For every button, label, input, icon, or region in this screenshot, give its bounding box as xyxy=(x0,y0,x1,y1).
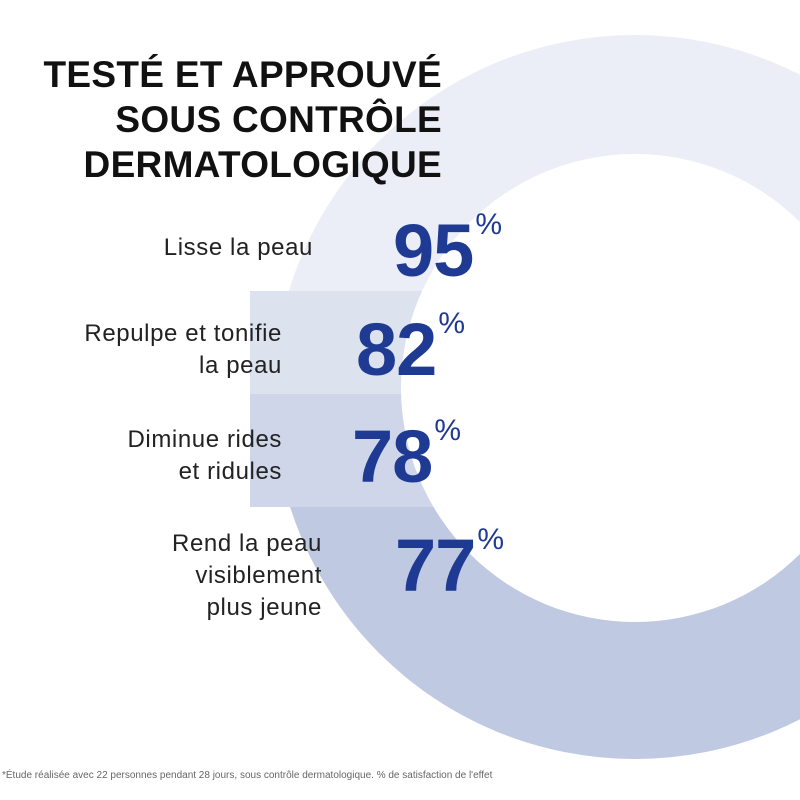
percent-sign: % xyxy=(434,414,461,447)
claim-label-wrinkles: Diminue rides et ridules xyxy=(127,424,282,488)
claim-label-line: Repulpe et tonifie xyxy=(84,320,282,347)
claim-label-plump: Repulpe et tonifie la peau xyxy=(84,318,282,382)
claim-value-smooth: 95 % xyxy=(393,209,502,292)
band-4 xyxy=(273,507,800,759)
percent-sign: % xyxy=(438,307,465,340)
claim-percentage: 78 xyxy=(352,415,433,498)
band-3 xyxy=(250,394,800,507)
claim-percentage: 82 xyxy=(356,308,437,391)
claim-label-line: et ridules xyxy=(178,458,282,485)
claim-label-line: Lisse la peau xyxy=(163,234,313,261)
claim-value-plump: 82 % xyxy=(356,308,465,391)
title-line-3: DERMATOLOGIQUE xyxy=(83,144,442,185)
claim-label-smooth: Lisse la peau xyxy=(164,232,313,264)
claim-label-line: Diminue rides xyxy=(127,426,282,453)
title-line-2: SOUS CONTRÔLE xyxy=(115,99,442,140)
study-footnote: *Étude réalisée avec 22 personnes pendan… xyxy=(2,770,493,781)
claim-value-younger: 77 % xyxy=(395,524,504,607)
page-title: TESTÉ ET APPROUVÉ SOUS CONTRÔLE DERMATOL… xyxy=(44,52,442,187)
claim-label-line: visiblement xyxy=(195,562,322,589)
percent-sign: % xyxy=(475,208,502,241)
band-2 xyxy=(250,291,800,394)
percent-sign: % xyxy=(477,523,504,556)
claim-label-line: Rend la peau xyxy=(172,530,322,557)
claim-percentage: 95 xyxy=(393,209,474,292)
claim-label-line: la peau xyxy=(199,352,282,379)
claim-percentage: 77 xyxy=(395,524,476,607)
title-line-1: TESTÉ ET APPROUVÉ xyxy=(43,54,442,95)
claim-label-line: plus jeune xyxy=(206,594,322,621)
claim-value-wrinkles: 78 % xyxy=(352,415,461,498)
claim-label-younger: Rend la peau visiblement plus jeune xyxy=(172,528,322,624)
